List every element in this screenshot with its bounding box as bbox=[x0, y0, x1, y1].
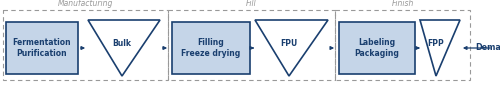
Text: Manufacturing: Manufacturing bbox=[58, 0, 113, 8]
Text: Finish: Finish bbox=[392, 0, 413, 8]
Text: Bulk: Bulk bbox=[112, 39, 132, 49]
Polygon shape bbox=[88, 20, 160, 76]
Bar bbox=[339, 22, 415, 74]
Text: Labeling
Packaging: Labeling Packaging bbox=[354, 38, 400, 58]
Polygon shape bbox=[420, 20, 460, 76]
Bar bbox=[6, 22, 78, 74]
Text: Filling
Freeze drying: Filling Freeze drying bbox=[182, 38, 240, 58]
Text: Fill: Fill bbox=[246, 0, 257, 8]
Bar bbox=[168, 10, 335, 80]
Bar bbox=[3, 10, 168, 80]
Text: Demand: Demand bbox=[475, 44, 500, 52]
Text: FPU: FPU bbox=[280, 39, 297, 49]
Polygon shape bbox=[255, 20, 328, 76]
Bar bbox=[335, 10, 470, 80]
Bar bbox=[172, 22, 250, 74]
Text: Fermentation
Purification: Fermentation Purification bbox=[12, 38, 72, 58]
Text: FPP: FPP bbox=[428, 39, 444, 49]
